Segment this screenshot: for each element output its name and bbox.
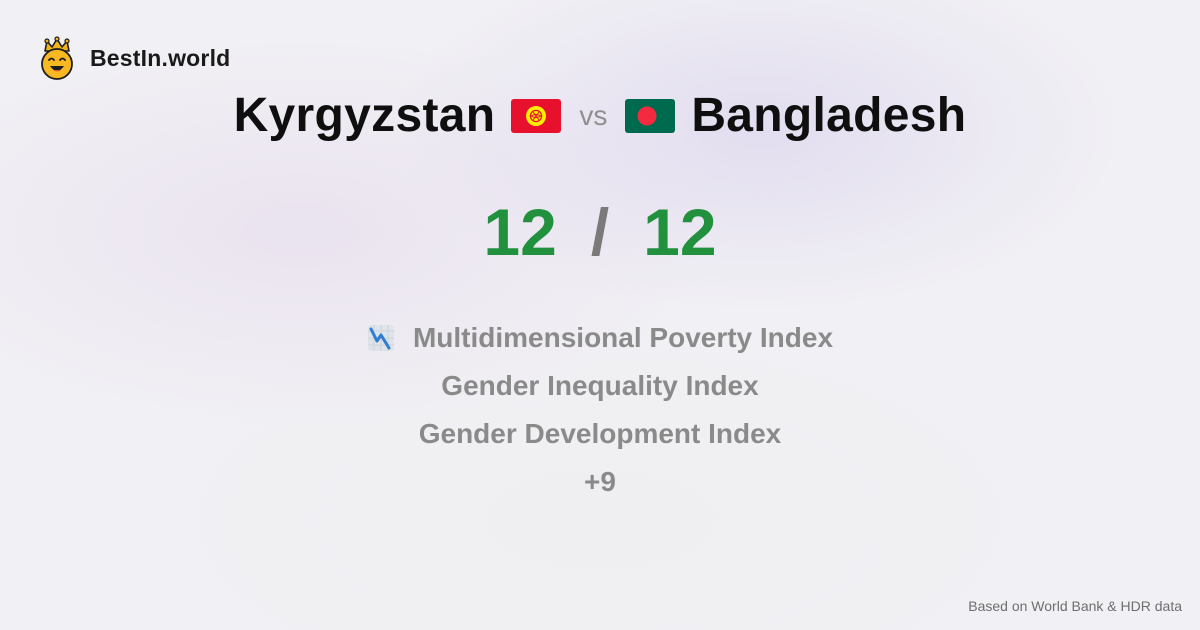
score: 12 / 12 — [0, 194, 1200, 270]
smiling-crowned-face-icon — [41, 36, 73, 80]
bangladesh-flag-icon — [625, 98, 676, 133]
left-country-name[interactable]: Kyrgyzstan — [233, 89, 496, 142]
metric-label: Gender Development Index — [418, 418, 782, 449]
vs-label: vs — [579, 99, 608, 131]
brand-name: BestIn.world — [90, 44, 231, 71]
metric-item[interactable]: Gender Inequality Index — [441, 362, 758, 410]
metric-item[interactable]: Gender Development Index — [419, 410, 782, 458]
brand[interactable]: BestIn.world — [38, 36, 230, 80]
chart-decreasing-icon — [367, 325, 394, 351]
left-score: 12 — [483, 195, 557, 269]
metric-label: Gender Inequality Index — [441, 370, 759, 401]
metric-item[interactable]: Multidimensional Poverty Index — [367, 314, 833, 362]
right-score: 12 — [643, 195, 717, 269]
metric-label: +9 — [584, 466, 616, 497]
metrics-list: Multidimensional Poverty Index Gender In… — [0, 314, 1200, 506]
kyrgyzstan-flag-icon — [511, 98, 562, 133]
metric-label: Multidimensional Poverty Index — [412, 322, 834, 353]
data-source-note: Based on World Bank & HDR data — [968, 598, 1182, 614]
right-country-name[interactable]: Bangladesh — [691, 89, 967, 142]
more-metrics-count[interactable]: +9 — [584, 458, 616, 506]
comparison-title: Kyrgyzstan vs Bangladesh — [0, 88, 1200, 143]
score-separator: / — [590, 195, 610, 269]
